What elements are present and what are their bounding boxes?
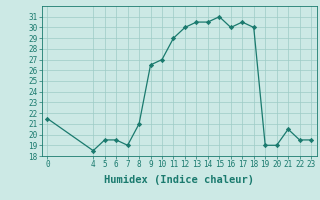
X-axis label: Humidex (Indice chaleur): Humidex (Indice chaleur) [104,175,254,185]
